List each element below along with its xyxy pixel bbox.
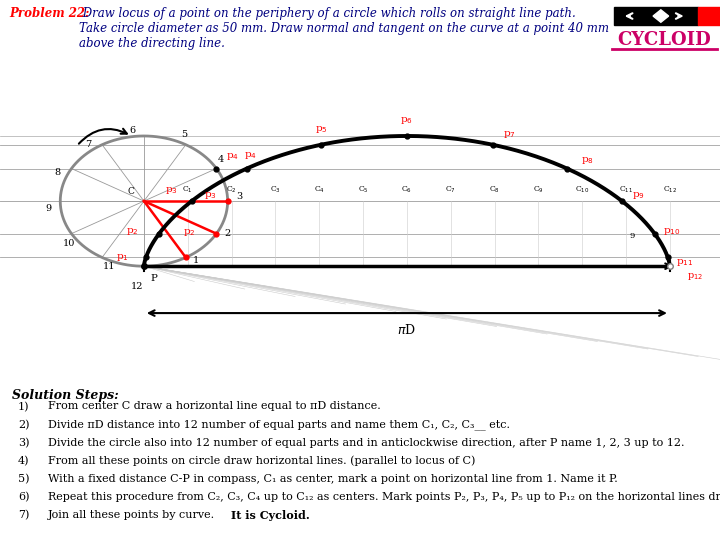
- Text: p$_{2}$: p$_{2}$: [126, 226, 139, 237]
- Text: Repeat this procedure from C₂, C₃, C₄ up to C₁₂ as centers. Mark points P₂, P₃, : Repeat this procedure from C₂, C₃, C₄ up…: [48, 492, 720, 502]
- Text: 1): 1): [18, 401, 30, 412]
- Text: p$_3$: p$_3$: [204, 191, 217, 201]
- Text: It is Cycloid.: It is Cycloid.: [231, 510, 310, 521]
- Text: 4): 4): [18, 456, 30, 466]
- Text: From all these points on circle draw horizontal lines. (parallel to locus of C): From all these points on circle draw hor…: [48, 456, 475, 466]
- Text: C$_{11}$: C$_{11}$: [619, 184, 633, 194]
- Text: 5): 5): [18, 474, 30, 484]
- Text: p$_{11}$: p$_{11}$: [676, 257, 693, 268]
- Text: 10: 10: [63, 239, 75, 248]
- Text: CYCLOID: CYCLOID: [617, 31, 711, 49]
- Text: 3): 3): [18, 437, 30, 448]
- Polygon shape: [653, 10, 669, 22]
- Text: C$_{1}$: C$_{1}$: [182, 184, 193, 194]
- Text: 8: 8: [54, 168, 60, 178]
- Text: P: P: [150, 274, 158, 283]
- Text: p$_{5}$: p$_{5}$: [315, 124, 328, 134]
- Text: 2): 2): [18, 420, 30, 430]
- Text: 6): 6): [18, 492, 30, 502]
- Text: p$_4$: p$_4$: [227, 151, 240, 162]
- Text: C$_{9}$: C$_{9}$: [533, 184, 544, 194]
- Text: With a fixed distance C-P in compass, C₁ as center, mark a point on horizontal l: With a fixed distance C-P in compass, C₁…: [48, 474, 618, 484]
- Text: C$_{12}$: C$_{12}$: [662, 184, 677, 194]
- Text: C: C: [127, 187, 134, 196]
- Text: C$_{6}$: C$_{6}$: [401, 184, 413, 194]
- Text: 6: 6: [130, 126, 135, 135]
- Text: Divide the circle also into 12 number of equal parts and in anticlockwise direct: Divide the circle also into 12 number of…: [48, 437, 685, 448]
- Text: p$_{9}$: p$_{9}$: [632, 191, 645, 201]
- Text: p$_{4}$: p$_{4}$: [243, 150, 256, 161]
- Text: Draw locus of a point on the periphery of a circle which rolls on straight line : Draw locus of a point on the periphery o…: [79, 7, 609, 50]
- Text: 9: 9: [630, 232, 635, 240]
- Text: 12: 12: [131, 282, 143, 291]
- Text: Problem 22:: Problem 22:: [9, 7, 89, 20]
- Text: C$_{10}$: C$_{10}$: [575, 184, 590, 194]
- Text: 4: 4: [217, 155, 224, 164]
- Text: 3: 3: [236, 192, 242, 201]
- Text: C$_{7}$: C$_{7}$: [445, 184, 456, 194]
- Text: Solution Steps:: Solution Steps:: [12, 389, 119, 402]
- Bar: [614, 7, 698, 25]
- Text: p$_{6}$: p$_{6}$: [400, 115, 413, 126]
- Text: From center C draw a horizontal line equal to πD distance.: From center C draw a horizontal line equ…: [48, 401, 381, 411]
- Text: 5: 5: [181, 130, 187, 139]
- Text: 1: 1: [193, 256, 199, 265]
- Text: p$_{10}$: p$_{10}$: [662, 226, 680, 237]
- Text: p$_{7}$: p$_{7}$: [503, 129, 516, 140]
- Bar: [698, 7, 720, 25]
- Text: p$_{8}$: p$_{8}$: [580, 155, 593, 166]
- Text: C$_{3}$: C$_{3}$: [270, 184, 281, 194]
- Text: p$_{12}$: p$_{12}$: [687, 271, 703, 282]
- Text: Join all these points by curve.: Join all these points by curve.: [48, 510, 219, 520]
- Text: 2: 2: [225, 229, 231, 238]
- Text: $\pi$D: $\pi$D: [397, 323, 416, 338]
- Text: C$_{4}$: C$_{4}$: [314, 184, 325, 194]
- Text: 9: 9: [46, 204, 52, 213]
- Text: C$_{2}$: C$_{2}$: [226, 184, 237, 194]
- Text: p$_{1}$: p$_{1}$: [116, 252, 129, 263]
- Text: C$_{5}$: C$_{5}$: [358, 184, 369, 194]
- Text: 7): 7): [18, 510, 30, 520]
- Text: p$_{3}$: p$_{3}$: [165, 185, 178, 196]
- Text: 7: 7: [85, 140, 91, 149]
- Text: C$_{8}$: C$_{8}$: [489, 184, 500, 194]
- Text: Divide πD distance into 12 number of equal parts and name them C₁, C₂, C₃__ etc.: Divide πD distance into 12 number of equ…: [48, 420, 510, 430]
- Text: p$_2$: p$_2$: [184, 227, 196, 238]
- Text: 11: 11: [103, 262, 115, 271]
